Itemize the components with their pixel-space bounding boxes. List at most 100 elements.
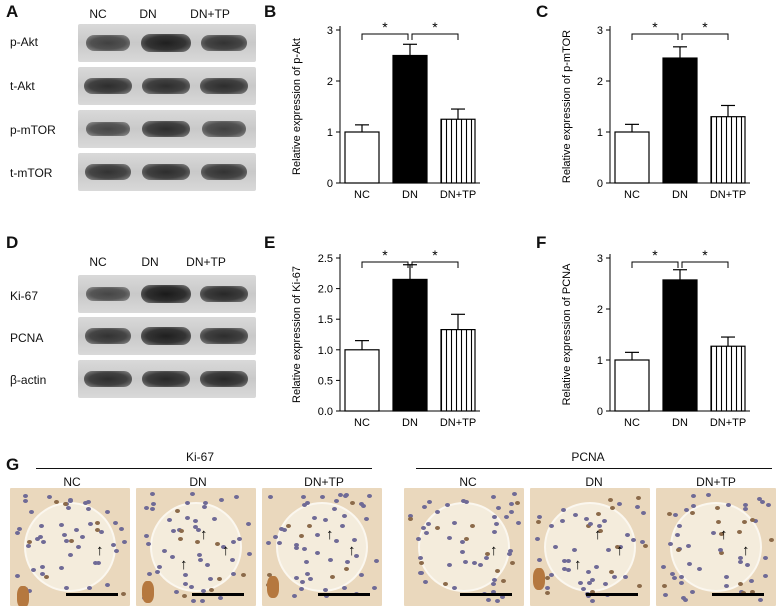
nucleus: [765, 503, 771, 508]
panel-letter-f: F: [536, 233, 547, 252]
nucleus: [150, 501, 156, 506]
nucleus: [485, 552, 491, 557]
nucleus: [663, 593, 669, 598]
scale-bar: [460, 593, 512, 596]
glomerulus: [670, 502, 762, 592]
nucleus: [217, 595, 223, 600]
nucleus: [593, 565, 599, 570]
bar: [614, 131, 650, 184]
nucleus: [105, 583, 111, 588]
nucleus: [112, 520, 118, 525]
panel-letter-d: D: [6, 233, 19, 252]
nucleus: [725, 503, 731, 508]
nucleus: [687, 562, 693, 567]
nucleus: [193, 525, 199, 530]
nucleus: [328, 557, 334, 562]
nucleus: [589, 578, 595, 583]
blot-band: [142, 370, 190, 388]
nucleus: [442, 581, 448, 586]
nucleus: [39, 564, 45, 569]
micrograph-ki67-dntp: ↑ ↑: [262, 488, 382, 606]
nucleus: [757, 497, 763, 502]
x-tick-label: NC: [624, 189, 640, 201]
nucleus: [65, 505, 71, 510]
nucleus: [86, 500, 92, 505]
nucleus: [490, 582, 496, 587]
nucleus: [483, 556, 489, 561]
nucleus: [435, 525, 441, 530]
blot-band: [201, 121, 247, 137]
nucleus: [352, 538, 358, 543]
nucleus: [199, 598, 205, 603]
nucleus: [509, 502, 515, 507]
significance-bracket: [631, 261, 679, 268]
nucleus: [508, 549, 514, 554]
nucleus: [490, 494, 496, 499]
y-tick-label: 0: [327, 178, 333, 190]
band-label: p-Akt: [10, 35, 39, 49]
significance-bracket: [361, 261, 409, 268]
nucleus: [105, 510, 111, 515]
y-tick-label: 2: [327, 76, 333, 88]
nucleus: [267, 494, 273, 499]
nucleus: [572, 513, 578, 518]
arrow-icon: ↑: [720, 526, 728, 543]
stain-deposit: [532, 568, 545, 591]
nucleus: [719, 531, 725, 536]
nucleus: [545, 586, 551, 591]
nucleus: [67, 498, 73, 503]
nucleus: [562, 566, 568, 571]
nucleus: [723, 583, 729, 588]
nucleus: [549, 524, 555, 529]
x-tick-label: NC: [354, 417, 370, 429]
nucleus: [715, 506, 721, 511]
nucleus: [340, 523, 346, 528]
nucleus: [424, 530, 430, 535]
nucleus: [447, 563, 453, 568]
y-tick-label: 3: [327, 25, 333, 37]
lane-label: NC: [89, 255, 107, 269]
stain-deposit: [142, 581, 155, 604]
nucleus: [173, 590, 179, 595]
nucleus: [170, 555, 176, 560]
nucleus: [738, 559, 744, 564]
panel-letter-c: C: [536, 2, 549, 21]
y-axis-label: Relative expression of Ki-67: [291, 266, 303, 403]
group-title: PCNA: [571, 450, 605, 464]
blot-band: [142, 77, 190, 95]
nucleus: [314, 551, 320, 556]
nucleus: [312, 516, 318, 521]
nucleus: [208, 577, 214, 582]
arrow-icon: ↑: [594, 526, 602, 543]
nucleus: [516, 520, 522, 525]
nucleus: [636, 495, 642, 500]
x-tick-label: DN+TP: [710, 189, 746, 201]
blot-band: [142, 163, 190, 181]
y-tick-label: 1.0: [318, 345, 333, 357]
nucleus: [303, 560, 309, 565]
nucleus: [500, 579, 506, 584]
nucleus: [113, 549, 119, 554]
nucleus: [299, 533, 305, 538]
nucleus: [14, 573, 20, 578]
arrow-icon: ↑: [574, 556, 582, 573]
nucleus: [233, 495, 239, 500]
nucleus: [122, 540, 128, 545]
nucleus: [37, 534, 43, 539]
nucleus: [418, 560, 424, 565]
bar: [710, 116, 746, 184]
nucleus: [95, 520, 101, 525]
bar: [440, 329, 476, 412]
image-label: DN: [189, 475, 207, 489]
arrow-icon: ↑: [348, 542, 356, 559]
blot-band: [84, 370, 132, 388]
nucleus: [331, 507, 337, 512]
image-label: NC: [63, 475, 81, 489]
nucleus: [630, 538, 636, 543]
blot-strip: [78, 110, 256, 148]
nucleus: [333, 538, 339, 543]
lane-label: DN: [141, 255, 159, 269]
nucleus: [184, 516, 190, 521]
nucleus: [615, 545, 620, 550]
nucleus: [491, 577, 497, 582]
